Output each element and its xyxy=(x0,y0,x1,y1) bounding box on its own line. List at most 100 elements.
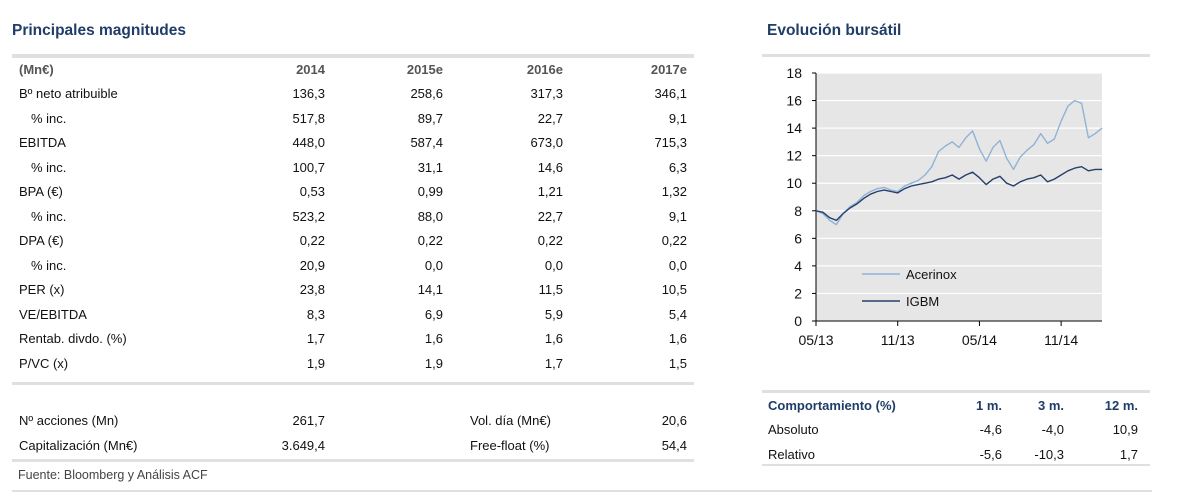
behaviour-label: Relativo xyxy=(768,446,815,462)
row-value: 14,6 xyxy=(537,159,563,175)
row-label: DPA (€) xyxy=(19,233,64,249)
row-value: 0,22 xyxy=(417,233,443,249)
row-label: PER (x) xyxy=(19,282,65,298)
row-value: 100,7 xyxy=(292,159,325,175)
behaviour-row-relative: Relativo -5,6 -10,3 1,7 xyxy=(762,442,1144,467)
row-label: Rentab. divdo. (%) xyxy=(19,331,127,347)
y-tick-label: 12 xyxy=(786,148,802,164)
row-value: 0,0 xyxy=(544,257,563,273)
behaviour-table: Comportamiento (%) 1 m. 3 m. 12 m. Absol… xyxy=(762,393,1144,467)
row-value: 715,3 xyxy=(654,135,687,151)
row-value: 22,7 xyxy=(537,110,563,126)
magnitudes-divider xyxy=(12,382,694,385)
header-year-2017e: 2017e xyxy=(650,61,687,77)
behaviour-header-12m: 12 m. xyxy=(1104,397,1138,413)
row-value: 1,9 xyxy=(306,355,325,371)
magnitudes-row: Bº neto atribuible 136,3 258,6 317,3 346,1 xyxy=(12,82,694,107)
y-tick-label: 16 xyxy=(786,93,802,109)
volume-label: Vol. día (Mn€) xyxy=(470,413,551,428)
market-data-row: Capitalización (Mn€) 3.649,4 Free-float … xyxy=(12,433,694,458)
row-label: % inc. xyxy=(31,208,67,224)
row-value: 673,0 xyxy=(530,135,563,151)
row-value: 1,5 xyxy=(668,355,687,371)
behaviour-row-absolute: Absoluto -4,6 -4,0 10,9 xyxy=(762,418,1144,443)
row-value: 587,4 xyxy=(410,135,443,151)
magnitudes-table: (Mn€) 2014 2015e 2016e 2017e Bº neto atr… xyxy=(12,57,694,376)
row-value: 0,53 xyxy=(299,184,325,200)
y-tick-label: 2 xyxy=(794,285,802,301)
row-value: 136,3 xyxy=(292,86,325,102)
magnitudes-row: Rentab. divdo. (%) 1,7 1,6 1,6 1,6 xyxy=(12,327,694,352)
row-label: EBITDA xyxy=(19,135,66,151)
magnitudes-row: BPA (€) 0,53 0,99 1,21 1,32 xyxy=(12,180,694,205)
row-value: 1,6 xyxy=(668,331,687,347)
x-tick-label: 11/13 xyxy=(881,332,915,348)
legend-label-igbm: IGBM xyxy=(906,294,939,309)
behaviour-value: -4,6 xyxy=(979,422,1002,438)
magnitudes-header-row: (Mn€) 2014 2015e 2016e 2017e xyxy=(12,57,694,82)
y-tick-label: 18 xyxy=(786,65,802,81)
row-label: % inc. xyxy=(31,159,67,175)
row-value: 6,3 xyxy=(668,159,687,175)
magnitudes-row: EBITDA 448,0 587,4 673,0 715,3 xyxy=(12,131,694,156)
row-value: 23,8 xyxy=(299,282,325,298)
y-tick-label: 14 xyxy=(786,120,802,136)
row-value: 1,7 xyxy=(544,355,563,371)
behaviour-header-bar xyxy=(762,390,1150,393)
behaviour-value: -5,6 xyxy=(979,446,1002,462)
row-value: 0,99 xyxy=(417,184,443,200)
y-tick-label: 10 xyxy=(786,175,802,191)
header-year-2015e: 2015e xyxy=(406,61,443,77)
behaviour-header-label: Comportamiento (%) xyxy=(768,397,896,413)
behaviour-value: 10,9 xyxy=(1112,422,1138,438)
row-value: 0,22 xyxy=(661,233,687,249)
magnitudes-row: % inc. 517,8 89,7 22,7 9,1 xyxy=(12,106,694,131)
row-value: 20,9 xyxy=(299,257,325,273)
row-value: 11,5 xyxy=(538,282,563,298)
row-value: 0,0 xyxy=(668,257,687,273)
row-label: P/VC (x) xyxy=(19,355,69,371)
y-tick-label: 4 xyxy=(794,258,802,274)
shares-value: 261,7 xyxy=(292,413,325,428)
series-line-acerinox xyxy=(815,99,1103,226)
x-tick-label: 05/14 xyxy=(962,332,997,348)
magnitudes-row: % inc. 523,2 88,0 22,7 9,1 xyxy=(12,204,694,229)
row-value: 1,7 xyxy=(306,331,325,347)
row-value: 5,4 xyxy=(668,306,687,322)
x-tick-label: 05/13 xyxy=(798,332,833,348)
magnitudes-row: VE/EBITDA 8,3 6,9 5,9 5,4 xyxy=(12,302,694,327)
magnitudes-row: DPA (€) 0,22 0,22 0,22 0,22 xyxy=(12,229,694,254)
magnitudes-title: Principales magnitudes xyxy=(12,22,186,39)
row-value: 14,1 xyxy=(417,282,443,298)
free-float-value: 54,4 xyxy=(661,438,687,453)
x-axis-ticks: 05/13 11/13 05/14 11/14 xyxy=(798,321,1078,348)
behaviour-value: -10,3 xyxy=(1034,446,1064,462)
row-value: 1,9 xyxy=(424,355,443,371)
row-value: 317,3 xyxy=(530,86,563,102)
plot-area xyxy=(816,73,1102,321)
row-label: BPA (€) xyxy=(19,184,63,200)
row-value: 31,1 xyxy=(417,159,443,175)
row-label: VE/EBITDA xyxy=(19,306,87,322)
row-value: 0,22 xyxy=(537,233,563,249)
behaviour-header-row: Comportamiento (%) 1 m. 3 m. 12 m. xyxy=(762,393,1144,418)
row-value: 448,0 xyxy=(292,135,325,151)
magnitudes-row: % inc. 20,9 0,0 0,0 0,0 xyxy=(12,253,694,278)
row-label: % inc. xyxy=(31,110,67,126)
market-cap-value: 3.649,4 xyxy=(281,438,325,453)
row-value: 22,7 xyxy=(537,208,563,224)
behaviour-label: Absoluto xyxy=(768,422,819,438)
row-value: 517,8 xyxy=(292,110,325,126)
series-line-igbm xyxy=(815,166,1102,222)
row-value: 10,5 xyxy=(661,282,687,298)
row-value: 9,1 xyxy=(668,208,687,224)
header-unit: (Mn€) xyxy=(19,61,54,77)
row-label: % inc. xyxy=(31,257,67,273)
header-year-2014: 2014 xyxy=(296,61,325,77)
free-float-label: Free-float (%) xyxy=(470,438,550,453)
behaviour-value: -4,0 xyxy=(1041,422,1064,438)
y-tick-label: 6 xyxy=(794,230,802,246)
behaviour-bottom-bar xyxy=(762,464,1150,466)
row-value: 258,6 xyxy=(410,86,443,102)
market-data-row: Nº acciones (Mn) 261,7 Vol. día (Mn€) 20… xyxy=(12,408,694,433)
